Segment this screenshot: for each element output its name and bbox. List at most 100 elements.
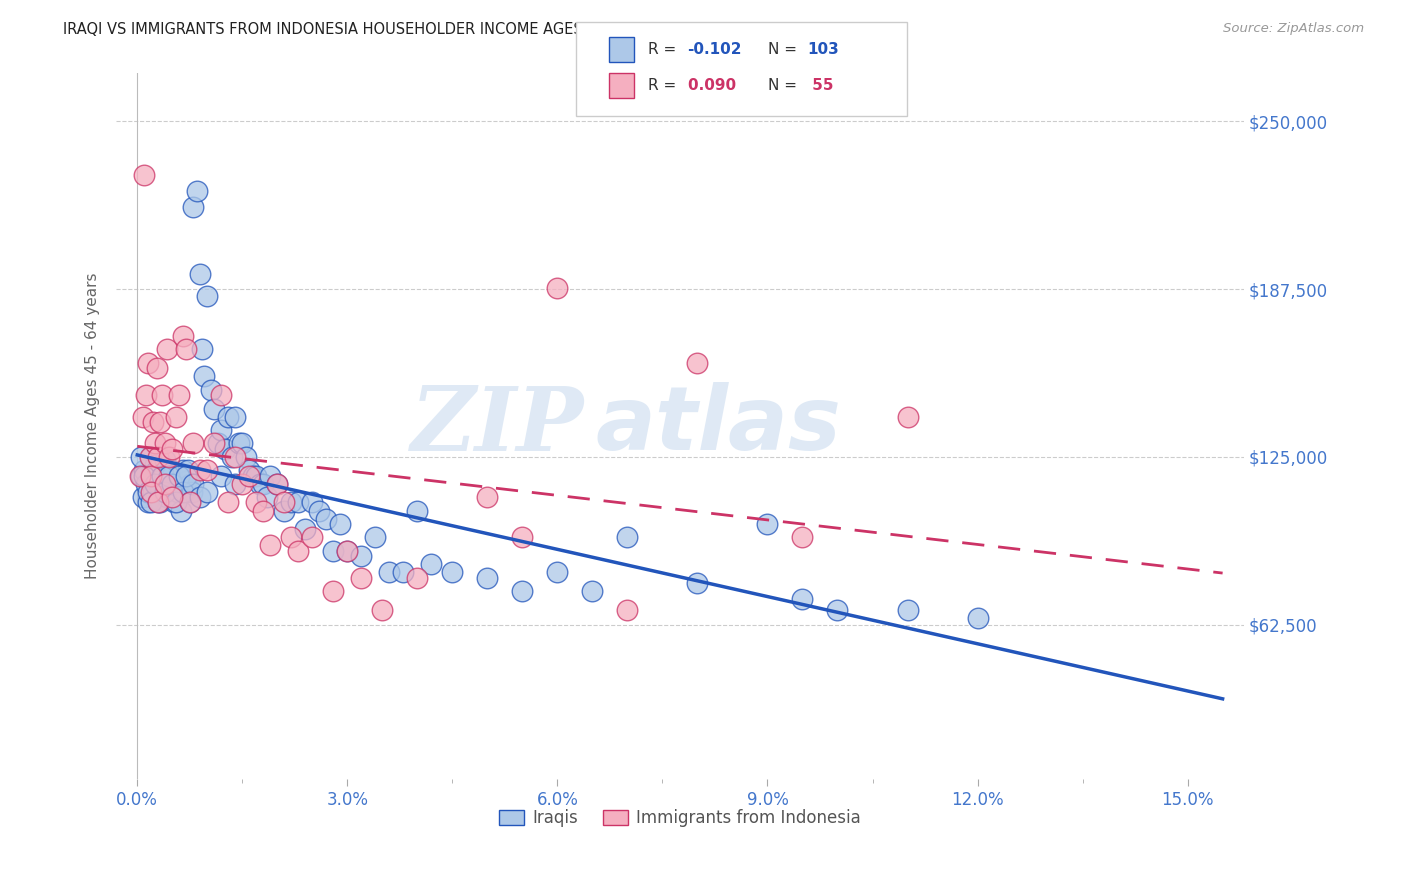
Point <box>966 611 988 625</box>
Point <box>221 450 243 464</box>
Text: N =: N = <box>768 78 801 93</box>
Point <box>150 468 173 483</box>
Point <box>406 571 429 585</box>
Point <box>249 476 271 491</box>
Point <box>156 343 179 357</box>
Point <box>301 530 323 544</box>
Point <box>146 474 169 488</box>
Point <box>193 369 215 384</box>
Point <box>256 490 278 504</box>
Point <box>135 476 157 491</box>
Point <box>139 450 162 464</box>
Point <box>441 566 464 580</box>
Point <box>172 484 194 499</box>
Point <box>136 495 159 509</box>
Point <box>896 603 918 617</box>
Point <box>162 490 184 504</box>
Point <box>134 468 156 483</box>
Point <box>132 490 155 504</box>
Point <box>224 409 246 424</box>
Point <box>180 484 202 499</box>
Point <box>167 484 190 499</box>
Text: 103: 103 <box>807 43 839 57</box>
Point <box>371 603 394 617</box>
Point <box>336 543 359 558</box>
Point <box>141 468 163 483</box>
Point <box>231 436 253 450</box>
Point <box>209 388 232 402</box>
Point <box>186 184 208 198</box>
Point <box>174 343 197 357</box>
Point <box>336 543 359 558</box>
Point <box>181 476 204 491</box>
Point <box>252 476 274 491</box>
Point <box>259 538 281 552</box>
Point <box>162 476 184 491</box>
Point <box>792 530 814 544</box>
Point <box>176 463 198 477</box>
Point <box>143 476 166 491</box>
Point <box>273 503 295 517</box>
Point <box>896 409 918 424</box>
Point <box>217 409 239 424</box>
Point <box>179 495 201 509</box>
Point <box>686 576 709 591</box>
Text: Source: ZipAtlas.com: Source: ZipAtlas.com <box>1223 22 1364 36</box>
Point <box>200 383 222 397</box>
Point <box>148 476 170 491</box>
Point <box>146 361 169 376</box>
Point <box>149 495 172 509</box>
Text: 55: 55 <box>807 78 834 93</box>
Point <box>181 436 204 450</box>
Point <box>235 450 257 464</box>
Point <box>134 463 156 477</box>
Point <box>616 530 638 544</box>
Text: ZIP: ZIP <box>411 383 583 469</box>
Point <box>224 450 246 464</box>
Point <box>155 452 177 467</box>
Point <box>287 495 309 509</box>
Point <box>792 592 814 607</box>
Point <box>266 476 288 491</box>
Point <box>129 468 152 483</box>
Point <box>217 495 239 509</box>
Point <box>294 522 316 536</box>
Point <box>181 200 204 214</box>
Point <box>162 468 184 483</box>
Point <box>155 484 177 499</box>
Point <box>157 474 180 488</box>
Text: IRAQI VS IMMIGRANTS FROM INDONESIA HOUSEHOLDER INCOME AGES 45 - 64 YEARS CORRELA: IRAQI VS IMMIGRANTS FROM INDONESIA HOUSE… <box>63 22 853 37</box>
Point <box>350 571 373 585</box>
Point <box>245 468 267 483</box>
Point <box>190 343 212 357</box>
Point <box>143 436 166 450</box>
Point <box>477 571 499 585</box>
Point <box>616 603 638 617</box>
Point <box>136 484 159 499</box>
Point <box>202 436 225 450</box>
Text: -0.102: -0.102 <box>688 43 742 57</box>
Point <box>139 450 162 464</box>
Point <box>581 584 603 599</box>
Point <box>142 415 165 429</box>
Point <box>165 476 187 491</box>
Point <box>179 495 201 509</box>
Point <box>512 530 534 544</box>
Point <box>148 450 170 464</box>
Point <box>174 474 197 488</box>
Point <box>228 436 250 450</box>
Point <box>129 450 152 464</box>
Point <box>287 543 309 558</box>
Point <box>132 409 155 424</box>
Text: atlas: atlas <box>595 383 841 469</box>
Point <box>156 490 179 504</box>
Point <box>148 495 170 509</box>
Point <box>155 436 177 450</box>
Point <box>214 442 236 456</box>
Point <box>280 495 302 509</box>
Text: R =: R = <box>648 78 682 93</box>
Point <box>392 566 415 580</box>
Point <box>378 566 401 580</box>
Point <box>231 476 253 491</box>
Legend: Iraqis, Immigrants from Indonesia: Iraqis, Immigrants from Indonesia <box>492 803 868 834</box>
